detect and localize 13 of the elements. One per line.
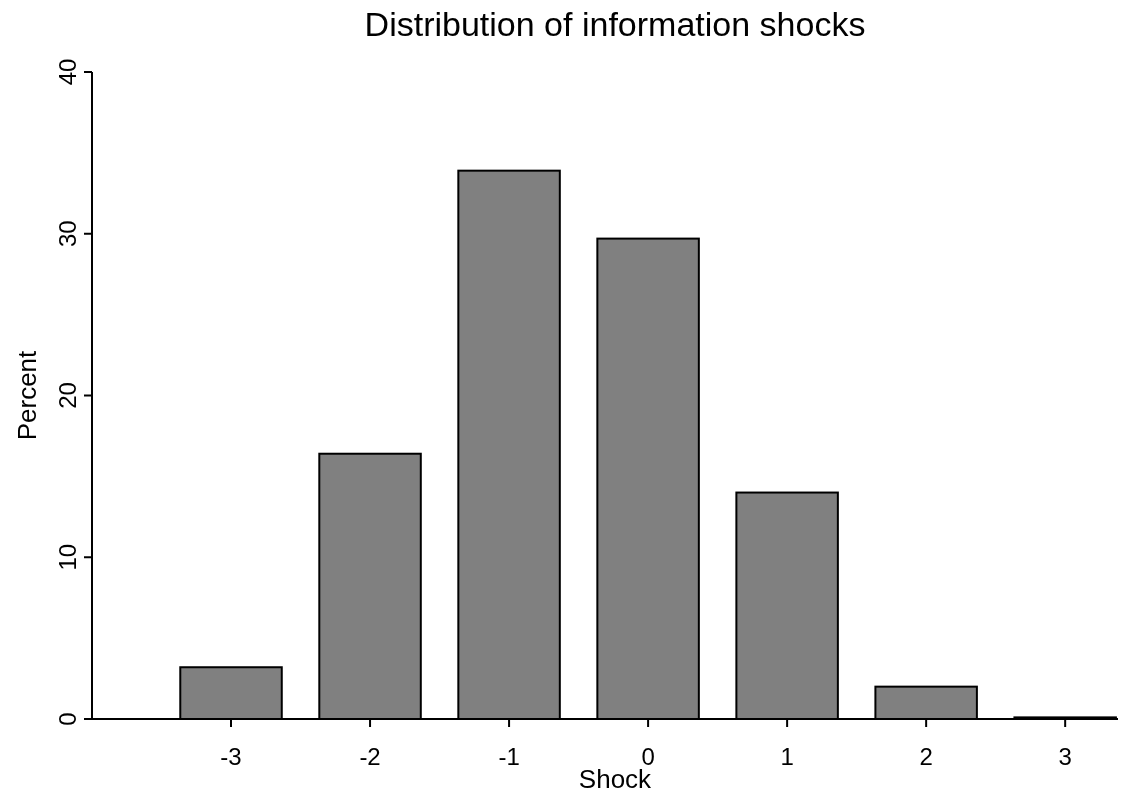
y-tick-label: 40	[54, 58, 81, 86]
x-tick-label: -3	[220, 743, 242, 770]
x-tick-label: -2	[359, 743, 381, 770]
x-tick-label: 1	[780, 743, 794, 770]
y-axis-title: Percent	[12, 349, 42, 441]
y-tick-label: 0	[54, 712, 81, 726]
y-tick-label: 10	[54, 543, 81, 571]
x-tick-label: 2	[919, 743, 933, 770]
x-tick-label: -1	[498, 743, 520, 770]
y-tick-label: 30	[54, 220, 81, 248]
y-tick-label: 20	[54, 382, 81, 409]
x-tick-label: 3	[1058, 743, 1072, 770]
chart-title: Distribution of information shocks	[364, 5, 866, 43]
